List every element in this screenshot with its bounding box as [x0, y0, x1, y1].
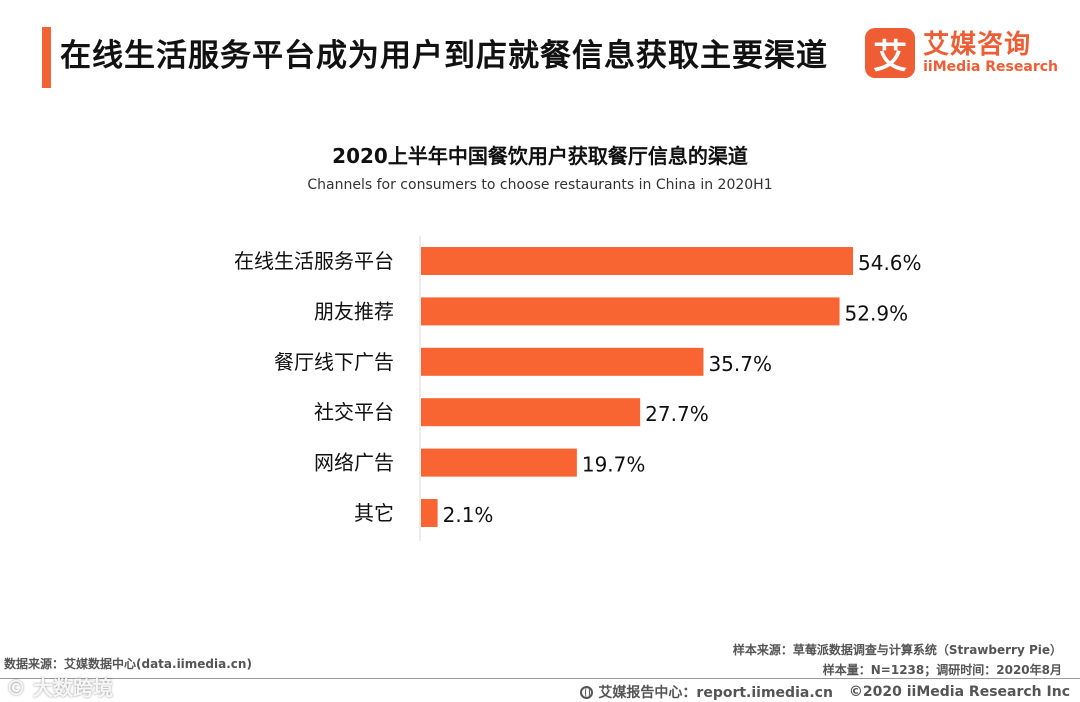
sample-info: 样本量：N=1238；调研时间：2020年8月	[822, 663, 1062, 677]
category-label: 餐厅线下广告	[274, 350, 394, 374]
category-label: 网络广告	[314, 451, 394, 475]
category-label: 其它	[354, 501, 394, 525]
bar	[421, 499, 438, 527]
copyright: ©2020 iiMedia Research Inc	[848, 684, 1070, 700]
page-title: 在线生活服务平台成为用户到店就餐信息获取主要渠道	[60, 38, 828, 74]
value-label: 54.6%	[858, 251, 922, 275]
category-label: 在线生活服务平台	[234, 249, 394, 273]
logo-text: 艾媒咨询 iiMedia Research	[923, 31, 1058, 75]
bar	[421, 247, 853, 275]
category-label: 朋友推荐	[314, 299, 394, 323]
globe-icon	[580, 685, 594, 699]
sample-source: 样本来源：草莓派数据调查与计算系统（Strawberry Pie）	[732, 643, 1062, 657]
data-source: 数据来源：艾媒数据中心(data.iimedia.cn)	[4, 657, 252, 671]
report-center-link[interactable]: 艾媒报告中心：report.iimedia.cn	[598, 685, 833, 701]
title-accent-bar	[42, 27, 51, 88]
bar	[421, 297, 840, 326]
logo-cn-text: 艾媒咨询	[923, 30, 1032, 60]
chart-subtitle: Channels for consumers to choose restaur…	[307, 177, 773, 193]
footer-divider	[0, 678, 1080, 679]
bar	[421, 347, 704, 376]
value-label: 52.9%	[845, 301, 909, 325]
value-label: 19.7%	[582, 453, 646, 477]
logo-en-text: iiMedia Research	[923, 58, 1058, 75]
logo-badge-icon: 艾	[865, 28, 916, 78]
iimedia-logo: 艾 艾媒咨询 iiMedia Research	[865, 28, 1058, 78]
bar-chart: 在线生活服务平台 54.6% 朋友推荐 52.9% 餐厅线下广告 35.7% 社交平台 27.…	[234, 236, 922, 541]
chart-title: 2020上半年中国餐饮用户获取餐厅信息的渠道	[332, 144, 748, 168]
watermark: © 大数跨境	[6, 676, 113, 700]
category-label: 社交平台	[314, 400, 394, 424]
bar	[421, 398, 641, 427]
bar	[421, 448, 577, 477]
footer-bottom: 艾媒报告中心：report.iimedia.cn ©2020 iiMedia R…	[580, 682, 1070, 702]
value-label: 27.7%	[645, 402, 709, 426]
value-label: 35.7%	[708, 352, 772, 376]
value-label: 2.1%	[443, 503, 494, 527]
